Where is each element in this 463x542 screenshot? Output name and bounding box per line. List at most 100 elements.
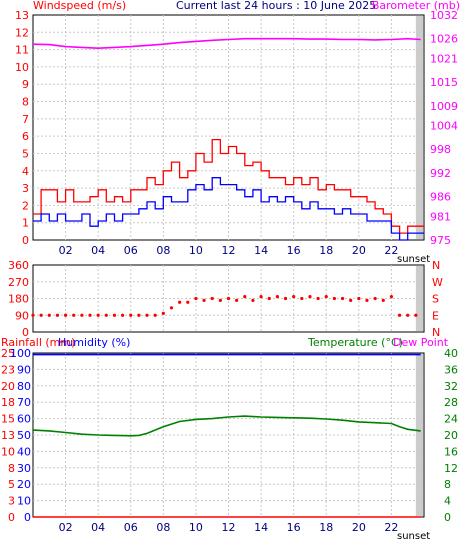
direction-point bbox=[243, 295, 247, 299]
wind-gridlines bbox=[33, 15, 424, 240]
night-band-rect bbox=[415, 266, 423, 331]
temperature-time-tick-label: 08 bbox=[156, 521, 170, 534]
direction-point bbox=[414, 313, 418, 317]
direction-series bbox=[31, 295, 418, 317]
direction-point bbox=[31, 313, 35, 317]
wind-time-tick-label: 18 bbox=[319, 244, 333, 257]
humidity-axis-title: Humidity (%) bbox=[58, 336, 130, 349]
night-band-rect bbox=[415, 354, 423, 516]
temperature-time-tick-label: 02 bbox=[59, 521, 73, 534]
direction-point bbox=[104, 313, 108, 317]
barometer-axis-ticks: 975 981 986 992 998 1004 1009 1015 1021 1026 1032 bbox=[430, 9, 458, 247]
barometer-tick-label: 1026 bbox=[430, 33, 458, 46]
direction-compass-label: N bbox=[432, 259, 440, 272]
barometer-tick-label: 1009 bbox=[430, 100, 458, 113]
direction-point bbox=[332, 296, 336, 301]
dewpoint-label: Dew Point bbox=[393, 336, 449, 349]
wind-time-tick-label: 08 bbox=[156, 244, 170, 257]
temperature-time-tick-label: 20 bbox=[352, 521, 366, 534]
wind-time-axis-ticks: 02 04 06 08 10 12 14 16 18 20 22 bbox=[59, 244, 399, 257]
direction-point bbox=[210, 296, 214, 301]
barometer-series-line bbox=[32, 37, 421, 50]
temperature-tick-label: 24 bbox=[444, 413, 458, 426]
barometer-tick-label: 1032 bbox=[430, 9, 458, 22]
direction-compass-label: W bbox=[432, 276, 443, 289]
direction-point bbox=[39, 313, 43, 317]
gust-series-line bbox=[33, 138, 424, 234]
direction-point bbox=[235, 298, 239, 302]
barometer-tick-label: 986 bbox=[430, 191, 451, 204]
barometer-tick-label: 1021 bbox=[430, 52, 458, 65]
direction-point bbox=[259, 295, 263, 299]
direction-point bbox=[153, 313, 157, 317]
windspeed-tick-label: 6 bbox=[22, 130, 29, 143]
rainfall-axis-title: Rainfall (mm) bbox=[1, 336, 75, 349]
direction-point bbox=[357, 296, 361, 301]
temperature-series-line bbox=[32, 415, 421, 437]
humidity-tick-label: 80 bbox=[17, 380, 31, 393]
direction-point bbox=[55, 313, 60, 317]
temperature-time-tick-label: 12 bbox=[222, 521, 236, 534]
night-band-rect bbox=[415, 16, 423, 239]
humidity-tick-label: 10 bbox=[17, 495, 31, 508]
direction-point bbox=[80, 313, 84, 317]
sunset-label-bottom: sunset bbox=[397, 531, 430, 542]
rainfall-axis-ticks: 0 3 5 8 10 13 15 18 20 23 25 bbox=[1, 347, 15, 524]
windspeed-tick-label: 4 bbox=[22, 165, 29, 178]
direction-point bbox=[275, 295, 279, 299]
direction-point bbox=[129, 313, 133, 317]
direction-point bbox=[397, 313, 402, 317]
temperature-tick-label: 0 bbox=[444, 511, 451, 524]
direction-point bbox=[137, 313, 141, 317]
wind-series bbox=[32, 37, 424, 241]
rainfall-tick-label: 13 bbox=[1, 429, 15, 442]
temperature-time-tick-label: 18 bbox=[319, 521, 333, 534]
barometer-axis-title: Barometer (mb) bbox=[372, 0, 460, 12]
direction-point bbox=[178, 300, 182, 304]
direction-night-band bbox=[415, 266, 423, 331]
direction-point bbox=[316, 296, 320, 301]
temperature-tick-label: 4 bbox=[444, 495, 451, 508]
humidity-tick-label: 90 bbox=[17, 363, 31, 376]
temperature-time-tick-label: 16 bbox=[287, 521, 301, 534]
temperature-tick-label: 20 bbox=[444, 429, 458, 442]
wind-night-band bbox=[415, 16, 423, 239]
barometer-tick-label: 1015 bbox=[430, 76, 458, 89]
windspeed-tick-label: 5 bbox=[22, 147, 29, 160]
rainfall-tick-label: 20 bbox=[1, 380, 15, 393]
rainfall-tick-label: 5 bbox=[8, 478, 15, 491]
direction-point bbox=[121, 313, 125, 317]
direction-point bbox=[324, 295, 328, 299]
temperature-time-tick-label: 22 bbox=[384, 521, 398, 534]
temperature-tick-label: 36 bbox=[444, 363, 458, 376]
average-wind-series-line bbox=[33, 177, 424, 241]
direction-point bbox=[292, 295, 296, 299]
windspeed-axis-title: Windspeed (m/s) bbox=[33, 0, 126, 12]
wind-time-tick-label: 14 bbox=[254, 244, 268, 257]
temperature-time-tick-label: 04 bbox=[91, 521, 105, 534]
temperature-night-band bbox=[415, 354, 423, 516]
direction-point bbox=[169, 306, 174, 310]
direction-degree-label: 90 bbox=[15, 309, 29, 322]
direction-degree-label: 0 bbox=[22, 326, 29, 339]
rainfall-tick-label: 0 bbox=[8, 511, 15, 524]
humidity-tick-label: 0 bbox=[24, 511, 31, 524]
windspeed-tick-label: 9 bbox=[22, 78, 29, 91]
direction-point bbox=[145, 313, 149, 317]
windspeed-tick-label: 12 bbox=[15, 26, 29, 39]
windspeed-tick-label: 13 bbox=[15, 9, 29, 22]
rainfall-tick-label: 25 bbox=[1, 347, 15, 360]
direction-point bbox=[47, 313, 51, 317]
direction-point bbox=[88, 313, 92, 317]
temperature-series bbox=[32, 353, 421, 518]
direction-degree-ticks: 0 90 180 270 360 bbox=[8, 259, 29, 339]
direction-point bbox=[186, 300, 190, 304]
humidity-tick-label: 70 bbox=[17, 396, 31, 409]
humidity-tick-label: 40 bbox=[17, 445, 31, 458]
direction-degree-label: 180 bbox=[8, 293, 29, 306]
